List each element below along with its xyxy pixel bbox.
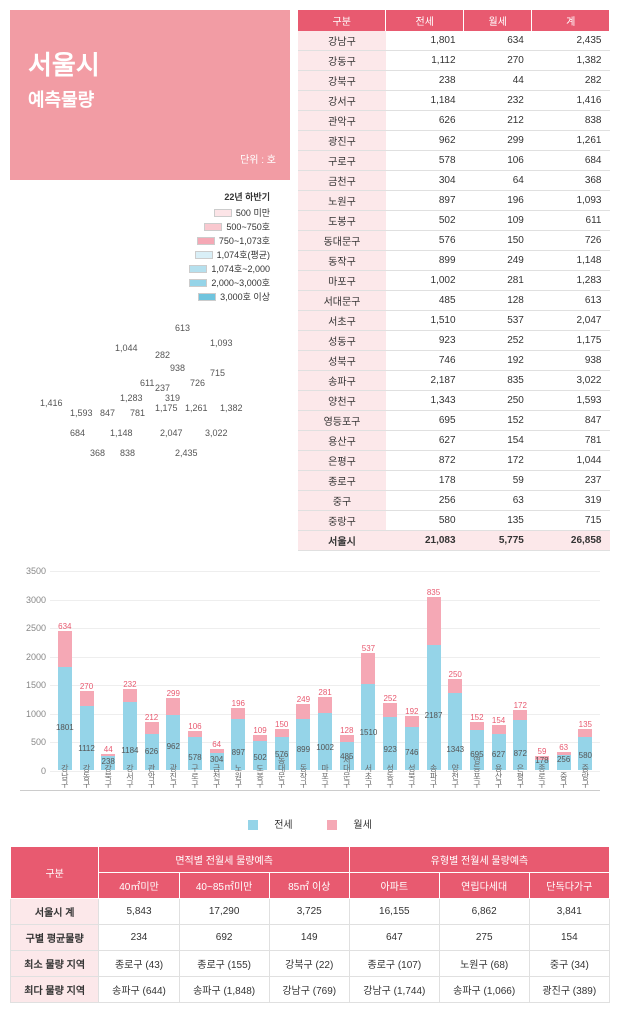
title-line1: 서울시 <box>28 45 272 82</box>
chart-legend: 전세 월세 <box>10 816 610 831</box>
summary-table: 구분면적별 전월세 물량예측유형별 전월세 물량예측40㎡미만40~85㎡미만8… <box>10 846 610 1003</box>
district-table: 구분전세월세계 강남구1,8016342,435강동구1,1122701,382… <box>298 10 610 551</box>
title-line2: 예측물량 <box>28 86 272 112</box>
seoul-map: 6131,0931,0442827159387266112373191,2831… <box>10 308 290 488</box>
unit-label: 단위 : 호 <box>240 151 276 166</box>
title-block: 서울시 예측물량 단위 : 호 <box>10 10 290 180</box>
stacked-bar-chart: 0500100015002000250030003500 634 1801 강남… <box>20 571 600 791</box>
map-legend: 22년 하반기 500 미만500~750호750~1,073호1,074호(평… <box>10 190 290 303</box>
